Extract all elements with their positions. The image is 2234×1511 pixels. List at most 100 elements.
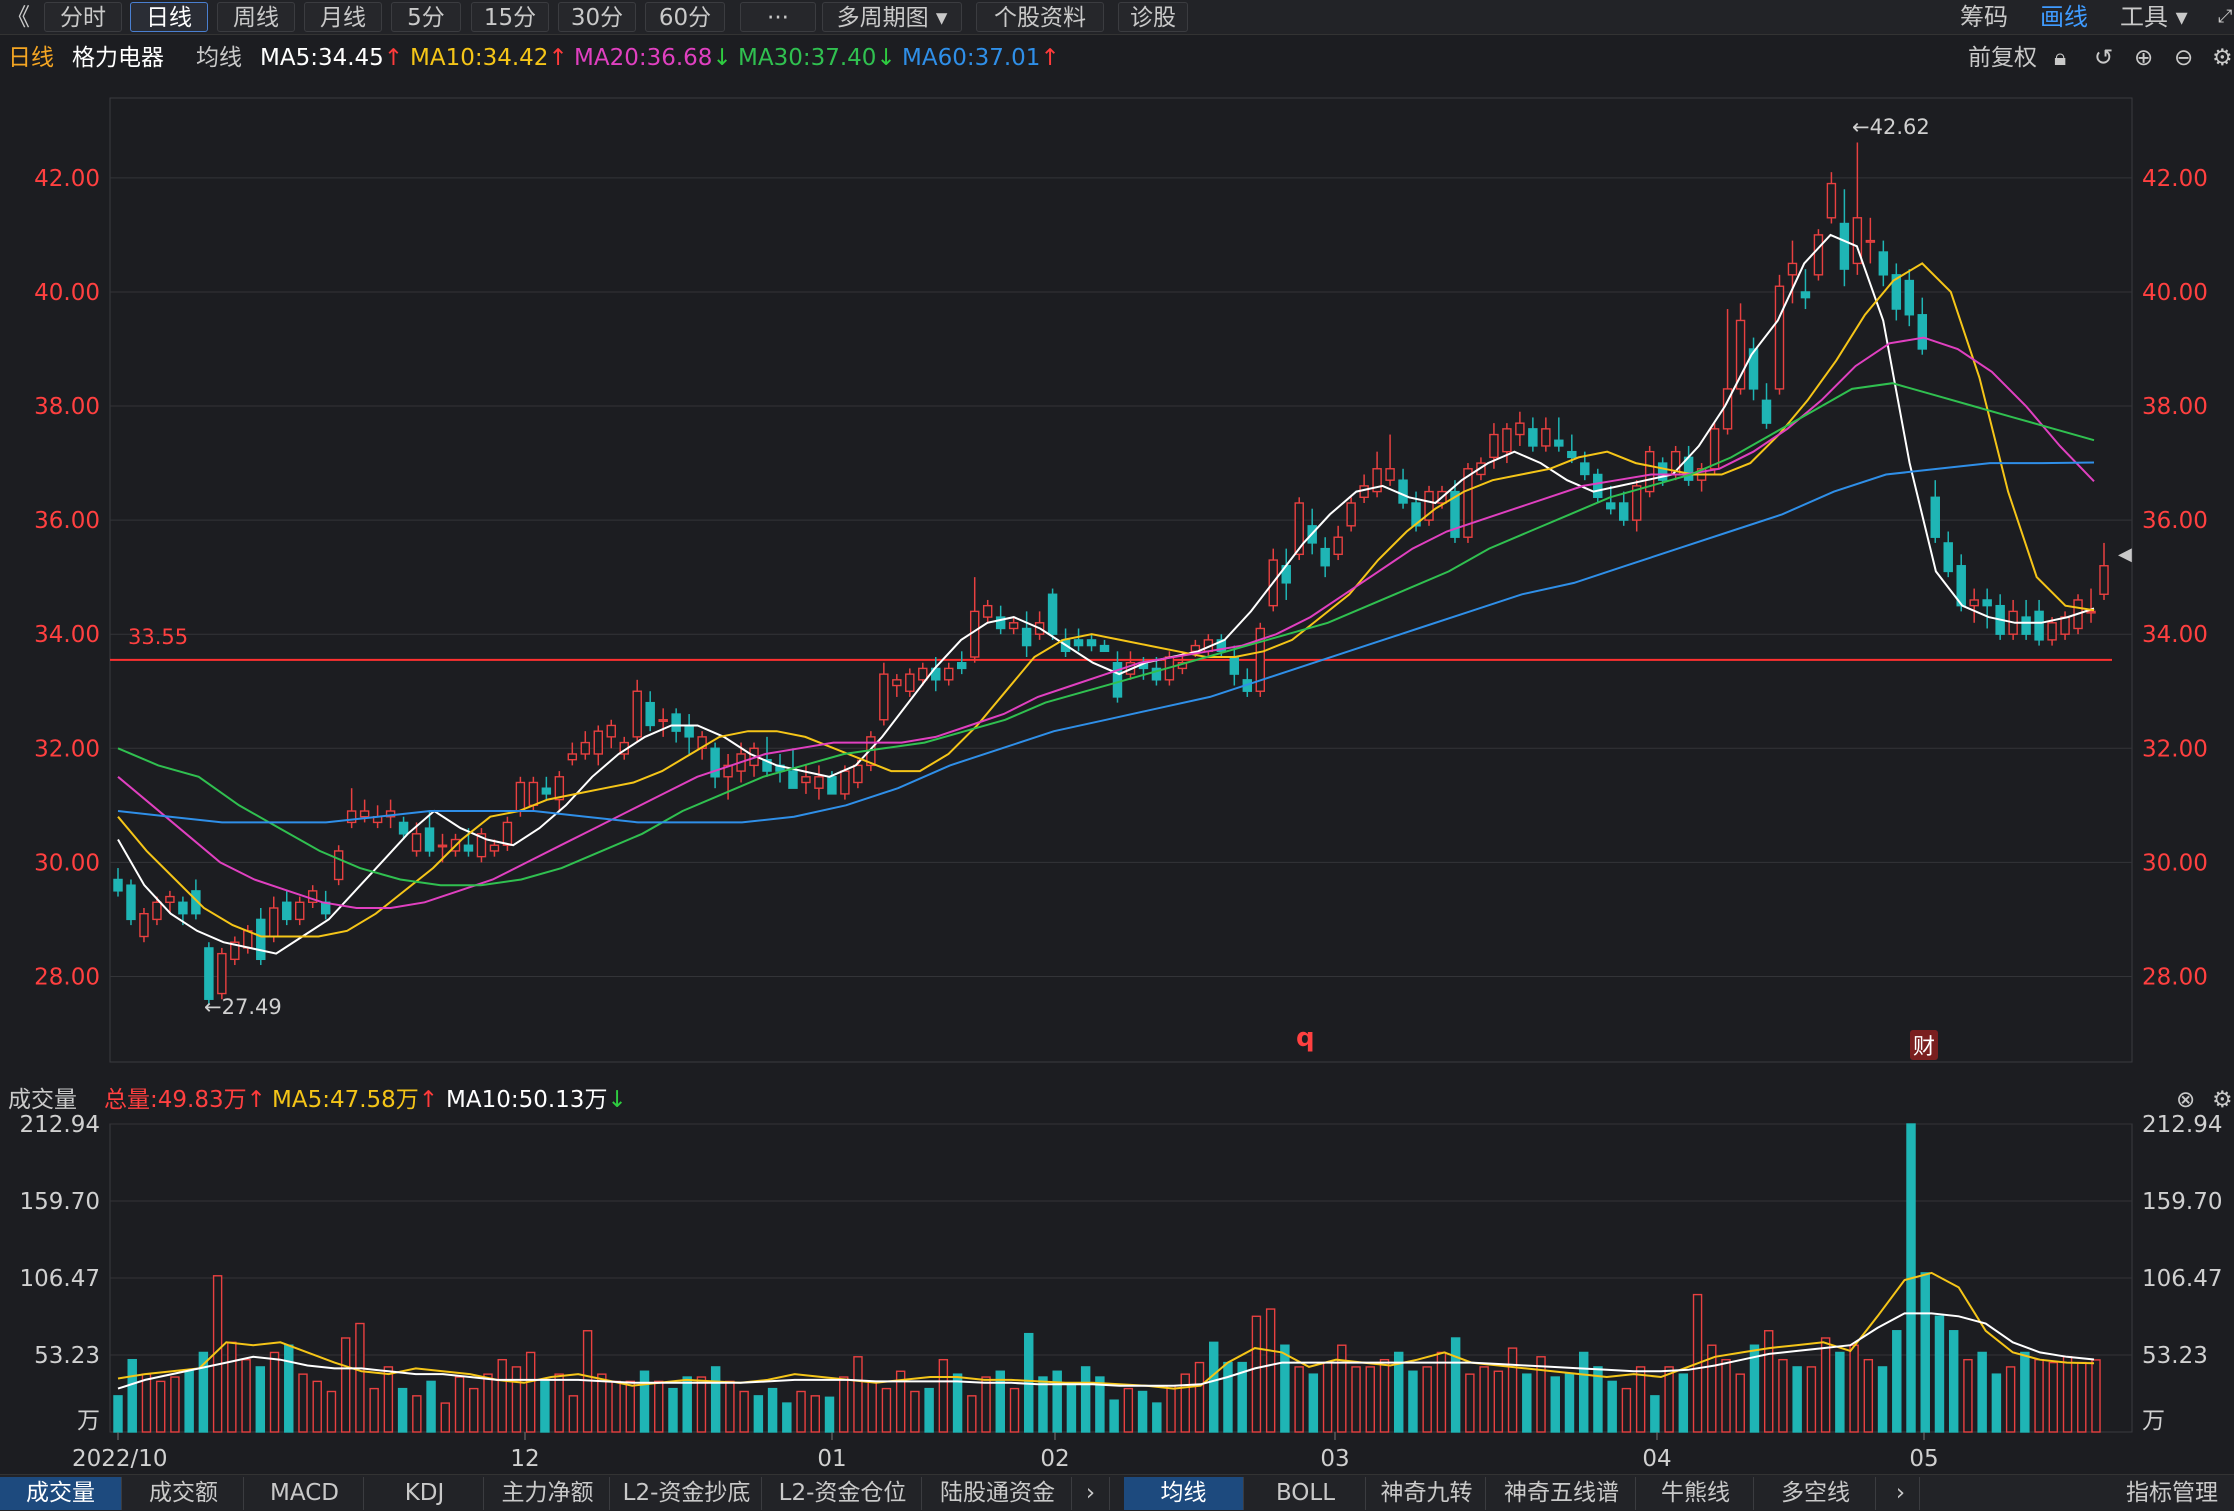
candle-body	[1268, 559, 1278, 607]
bottom-tab-right-3[interactable]: 神奇五线谱	[1488, 1477, 1636, 1510]
candle-body	[126, 884, 136, 921]
chips-button[interactable]: 筹码	[1960, 3, 2008, 31]
bottom-tab-right-1[interactable]: BOLL	[1246, 1477, 1366, 1510]
volume-bar	[1109, 1399, 1119, 1433]
close-icon[interactable]: ⊗	[2176, 1087, 2196, 1113]
candle-body	[1917, 314, 1927, 350]
zoom-out-icon[interactable]: ⊖	[2174, 45, 2194, 71]
volume-bar	[369, 1387, 379, 1433]
zoom-in-icon[interactable]: ⊕	[2134, 45, 2154, 71]
ma30-value: MA30:37.40↓	[738, 45, 896, 71]
volume-bar	[1635, 1366, 1646, 1433]
volume-total: 总量:49.83万↑	[104, 1087, 266, 1113]
candle-body	[1398, 479, 1408, 504]
volume-bar	[2048, 1361, 2059, 1433]
expand-icon[interactable]: ⤢	[2218, 6, 2233, 27]
volume-bar	[2034, 1358, 2044, 1433]
settings-icon[interactable]: ⚙	[2212, 45, 2233, 71]
volume-bar	[995, 1370, 1005, 1433]
price-panel-frame	[109, 97, 2133, 1063]
period-tab-11[interactable]: 诊股	[1118, 2, 1188, 32]
period-tab-8[interactable]: ···	[740, 2, 816, 32]
candle-body	[944, 667, 954, 681]
volume-bar	[1849, 1344, 1859, 1433]
candle-body	[1424, 490, 1434, 521]
price-tick-label-left: 42.00	[34, 166, 100, 192]
bottom-tab-1[interactable]: 成交额	[124, 1477, 244, 1510]
period-tab-7[interactable]: 60分	[645, 2, 725, 32]
adjust-mode[interactable]: 前复权	[1968, 45, 2037, 71]
period-tab-6[interactable]: 30分	[558, 2, 636, 32]
tools-menu[interactable]: 工具 ▾	[2120, 3, 2188, 31]
period-tab-4[interactable]: 5分	[391, 2, 461, 32]
draw-line-button[interactable]: 画线	[2040, 3, 2088, 31]
candle-body	[1138, 662, 1149, 670]
volume-bar	[853, 1356, 863, 1433]
price-tick-label-left: 34.00	[34, 622, 100, 648]
period-tab-9[interactable]: 多周期图 ▾	[822, 2, 962, 32]
candle-body	[788, 770, 798, 789]
candle-body	[1774, 285, 1785, 390]
ma-line-ma60	[117, 461, 2095, 824]
bottom-tab-4[interactable]: 主力净额	[486, 1477, 610, 1510]
bottom-tab-right-2[interactable]: 神奇九转	[1368, 1477, 1486, 1510]
candle-body	[619, 741, 629, 755]
bottom-tab-0[interactable]: 成交量	[0, 1477, 122, 1510]
bottom-tab-3[interactable]: KDJ	[366, 1477, 484, 1510]
price-tick-label-right: 38.00	[2142, 394, 2208, 420]
candle-body	[1735, 319, 1746, 390]
tabs-next-icon-right[interactable]: ›	[1882, 1477, 1920, 1510]
bottom-tab-2[interactable]: MACD	[246, 1477, 364, 1510]
indicator-manage-button[interactable]: 指标管理	[2126, 1480, 2218, 1506]
volume-bar	[412, 1395, 422, 1433]
volume-bar	[212, 1275, 223, 1433]
volume-bar	[1650, 1395, 1660, 1433]
low-annotation: ←27.49	[204, 995, 282, 1019]
ma5-value: MA5:34.45↑	[260, 45, 404, 71]
period-tab-5[interactable]: 15分	[471, 2, 549, 32]
candle-body	[814, 776, 824, 789]
volume-bar	[810, 1395, 821, 1433]
volume-bar	[1379, 1358, 1390, 1433]
candle-body	[1696, 468, 1707, 481]
candle-body	[1878, 251, 1889, 276]
volume-tick-label-right: 159.70	[2142, 1189, 2222, 1215]
volume-settings-icon[interactable]: ⚙	[2212, 1087, 2233, 1113]
volume-bar	[1009, 1387, 1020, 1433]
candle-body	[593, 730, 603, 755]
tabs-next-icon[interactable]: ›	[1072, 1477, 1110, 1510]
bottom-tab-right-4[interactable]: 牛熊线	[1638, 1477, 1754, 1510]
price-tick-label-right: 32.00	[2142, 736, 2208, 762]
collapse-button[interactable]: 《	[6, 3, 30, 31]
volume-tick-label-left: 53.23	[34, 1343, 100, 1369]
candle-body	[1463, 468, 1473, 538]
volume-bar	[1152, 1402, 1162, 1433]
volume-bar	[725, 1380, 735, 1433]
bottom-tab-6[interactable]: L2-资金仓位	[764, 1477, 922, 1510]
candle-body	[1255, 627, 1265, 692]
volume-bar	[824, 1396, 835, 1433]
lock-icon[interactable]: 🔒︎	[2054, 45, 2067, 71]
period-tab-0[interactable]: 分时	[44, 2, 122, 32]
candle-body	[1969, 599, 1979, 607]
period-tab-1[interactable]: 日线	[130, 2, 208, 32]
bottom-tab-right-5[interactable]: 多空线	[1756, 1477, 1876, 1510]
volume-bar	[895, 1370, 906, 1433]
volume-bar	[1678, 1373, 1689, 1433]
undo-icon[interactable]: ↺	[2094, 45, 2114, 71]
candle-body	[1021, 627, 1032, 647]
period-tab-10[interactable]: 个股资料	[976, 2, 1104, 32]
x-tick-label: 05	[1909, 1446, 1938, 1472]
bottom-tab-right-0[interactable]: 均线	[1124, 1477, 1244, 1510]
period-tab-3[interactable]: 月线	[304, 2, 382, 32]
volume-bar	[1393, 1351, 1404, 1433]
period-tab-2[interactable]: 周线	[217, 2, 295, 32]
finance-marker-bg	[1910, 1030, 1938, 1060]
candle-body	[1956, 565, 1966, 607]
bottom-tab-5[interactable]: L2-资金抄底	[612, 1477, 762, 1510]
event-marker-q: q	[1296, 1023, 1315, 1053]
volume-bar	[1137, 1390, 1148, 1433]
indicator-type[interactable]: 均线	[196, 45, 242, 71]
bottom-tab-7[interactable]: 陆股通资金	[924, 1477, 1072, 1510]
